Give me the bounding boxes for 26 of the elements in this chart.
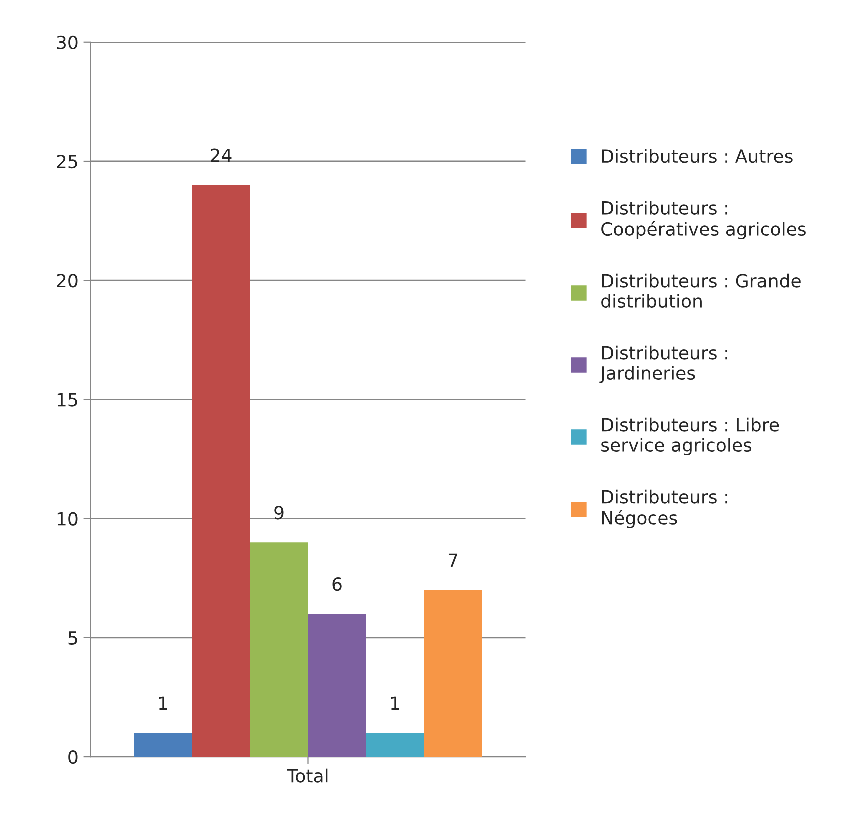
- bar: [192, 185, 250, 758]
- y-tick-label: 15: [58, 393, 78, 407]
- y-tick-label: 20: [57, 274, 78, 288]
- legend-label: Distributeurs : Autres: [602, 149, 793, 164]
- data-label: 6: [332, 578, 342, 592]
- data-label: 9: [274, 506, 284, 520]
- legend-label: Distributeurs : Coopératives agricoles: [602, 200, 806, 240]
- x-tick-label: Total: [287, 768, 328, 783]
- bar: [308, 614, 366, 758]
- y-tick-label: 0: [68, 750, 78, 764]
- data-label: 24: [211, 148, 232, 162]
- legend-label: Distributeurs : Libre service agricoles: [602, 418, 780, 456]
- data-label: 1: [159, 696, 168, 710]
- bar: [250, 542, 308, 758]
- bar: [366, 733, 424, 758]
- data-label: 1: [391, 696, 400, 710]
- y-tick-label: 25: [57, 154, 78, 169]
- bar: [134, 733, 192, 758]
- y-tick-label: 5: [68, 632, 78, 646]
- y-tick-label: 10: [58, 512, 78, 526]
- legend-label: Distributeurs : Grande distribution: [602, 274, 801, 308]
- data-label: 7: [448, 554, 458, 568]
- bar: [424, 590, 482, 758]
- legend-label: Distributeurs : Négoces: [602, 490, 728, 528]
- y-tick-label: 30: [57, 36, 78, 50]
- legend-label: Distributeurs : Jardineries: [600, 346, 728, 384]
